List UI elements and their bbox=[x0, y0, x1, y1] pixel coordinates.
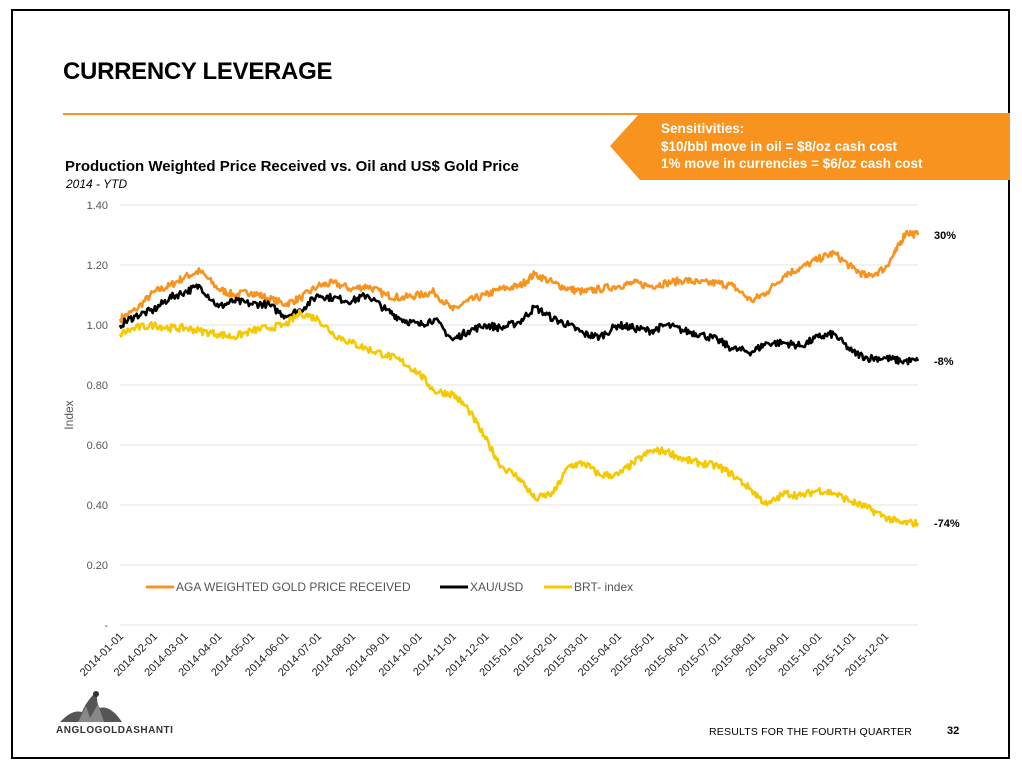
series-line-2 bbox=[118, 283, 920, 366]
y-tick-label: 1.20 bbox=[87, 260, 108, 272]
callout-line-currency: 1% move in currencies = $6/oz cash cost bbox=[661, 156, 923, 171]
y-tick-label: 0.80 bbox=[87, 380, 108, 392]
series-line-1 bbox=[118, 229, 920, 324]
logo-figure-icon bbox=[60, 691, 122, 722]
y-axis-label: Index bbox=[62, 400, 76, 429]
legend-label: XAU/USD bbox=[470, 580, 524, 594]
y-tick-label: 1.40 bbox=[87, 200, 108, 212]
chart-title: Production Weighted Price Received vs. O… bbox=[65, 158, 520, 175]
logo-wordmark: ANGLOGOLDASHANTI bbox=[56, 725, 174, 736]
y-tick-label: 0.60 bbox=[87, 440, 108, 452]
series-end-label: 30% bbox=[934, 230, 956, 242]
slide-title: CURRENCY LEVERAGE bbox=[63, 58, 333, 85]
series-end-label: -74% bbox=[934, 518, 960, 530]
y-tick-label: 1.00 bbox=[87, 320, 108, 332]
title-divider bbox=[63, 113, 1010, 115]
callout-heading: Sensitivities: bbox=[661, 121, 745, 136]
series-end-label: -8% bbox=[934, 356, 954, 368]
y-tick-label: 0.20 bbox=[87, 560, 108, 572]
footer-text: RESULTS FOR THE FOURTH QUARTER bbox=[709, 726, 912, 738]
callout-line-oil: $10/bbl move in oil = $8/oz cash cost bbox=[661, 138, 897, 154]
page-number: 32 bbox=[947, 725, 960, 737]
company-logo: ANGLOGOLDASHANTI bbox=[56, 688, 186, 740]
chart-subtitle: 2014 - YTD bbox=[66, 177, 128, 191]
legend-label: AGA WEIGHTED GOLD PRICE RECEIVED bbox=[176, 580, 411, 594]
y-tick-label: 0.40 bbox=[87, 500, 108, 512]
callout-text: Sensitivities: $10/bbl move in oil = $8/… bbox=[661, 120, 923, 173]
series-line-3 bbox=[118, 309, 920, 528]
legend-label: BRT- index bbox=[574, 580, 633, 594]
sensitivities-callout: Sensitivities: $10/bbl move in oil = $8/… bbox=[610, 113, 1010, 180]
callout-arrow-shape bbox=[610, 113, 1010, 180]
y-tick-label: - bbox=[104, 620, 108, 632]
